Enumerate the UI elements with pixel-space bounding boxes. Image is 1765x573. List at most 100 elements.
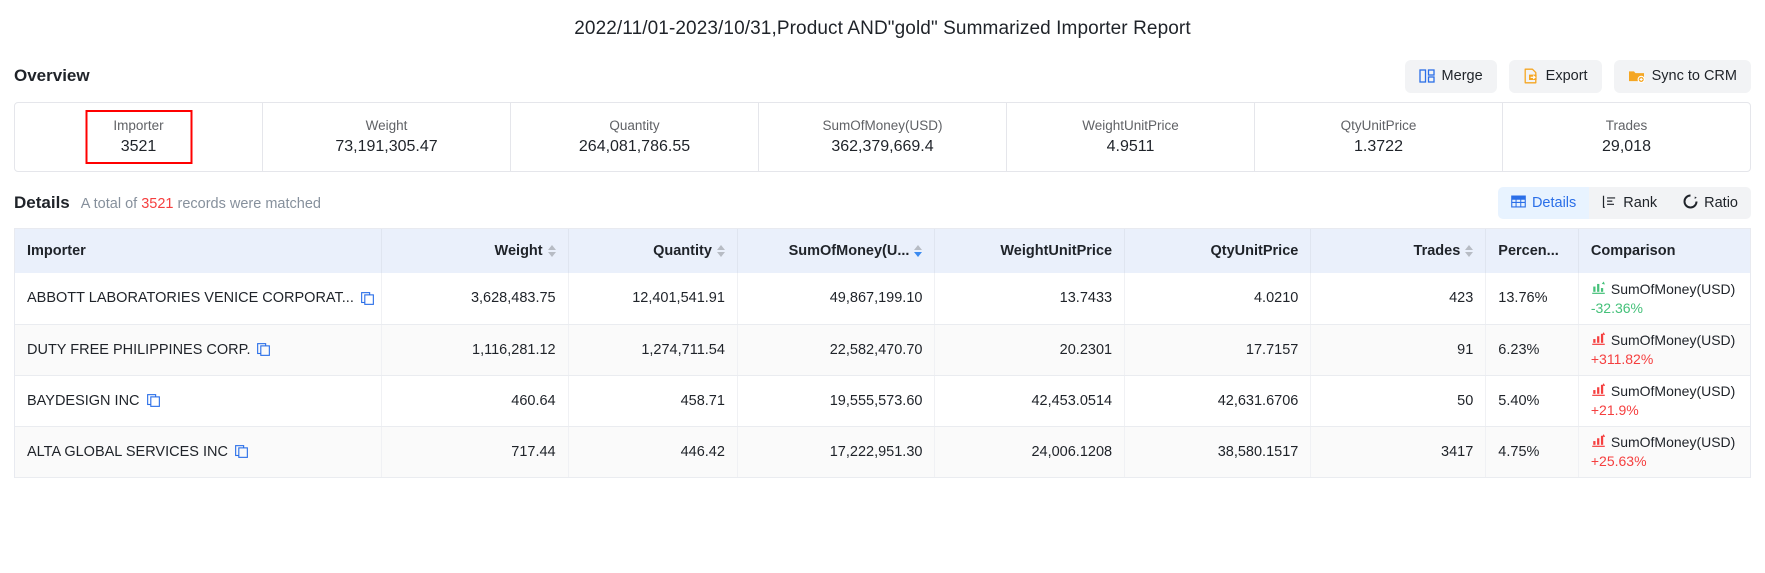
rank-bars-icon [1602, 194, 1617, 213]
copy-icon[interactable] [235, 445, 248, 458]
view-switcher: Details Rank Ratio [1497, 187, 1751, 219]
merge-button[interactable]: Merge [1404, 59, 1497, 93]
comparison-value: +311.82% [1590, 351, 1654, 367]
cell-sum-of-money: 22,582,470.70 [737, 324, 936, 376]
table-row[interactable]: DUTY FREE PHILIPPINES CORP. 1,116,281.12… [15, 324, 1750, 376]
col-label: WeightUnitPrice [1000, 243, 1113, 259]
cell-qty-unit-price: 38,580.1517 [1124, 426, 1312, 478]
tab-ratio-label: Ratio [1704, 195, 1738, 211]
col-comparison[interactable]: Comparison [1578, 229, 1750, 273]
stat-trades: Trades 29,018 [1503, 103, 1750, 171]
table-grid-icon [1511, 194, 1526, 213]
cell-trades: 50 [1310, 375, 1487, 427]
stat-label: WeightUnitPrice [1082, 117, 1179, 133]
col-label: SumOfMoney(U... [788, 243, 910, 259]
table-row[interactable]: ABBOTT LABORATORIES VENICE CORPORAT... 3… [15, 273, 1750, 325]
copy-icon[interactable] [257, 343, 271, 356]
summary-suffix: records were matched [177, 196, 321, 212]
tab-rank[interactable]: Rank [1589, 187, 1671, 219]
col-weight[interactable]: Weight [381, 229, 569, 273]
stat-qty-unit-price: QtyUnitPrice 1.3722 [1255, 103, 1503, 171]
cell-percent: 4.75% [1485, 426, 1579, 478]
cell-weight-unit-price: 13.7433 [934, 273, 1126, 325]
summary-count: 3521 [141, 196, 174, 212]
cell-sum-of-money: 17,222,951.30 [737, 426, 936, 478]
importer-name: ABBOTT LABORATORIES VENICE CORPORAT... [27, 290, 354, 307]
export-icon [1523, 68, 1539, 84]
table-row[interactable]: ALTA GLOBAL SERVICES INC 717.44 446.42 1… [15, 426, 1750, 478]
overview-stats-card: Importer 3521 Weight 73,191,305.47 Quant… [14, 102, 1751, 172]
col-weight-unit-price[interactable]: WeightUnitPrice [934, 229, 1126, 273]
col-importer[interactable]: Importer [15, 229, 383, 273]
export-label: Export [1545, 68, 1588, 84]
cell-weight-unit-price: 42,453.0514 [934, 375, 1126, 427]
cell-comparison: SumOfMoney(USD) -32.36% [1578, 273, 1750, 325]
cell-weight: 717.44 [381, 426, 569, 478]
cell-weight-unit-price: 20.2301 [934, 324, 1126, 376]
col-label: Weight [494, 243, 543, 259]
cell-importer: DUTY FREE PHILIPPINES CORP. [15, 324, 383, 376]
cell-comparison: SumOfMoney(USD) +21.9% [1578, 375, 1750, 427]
comparison-metric: SumOfMoney(USD) [1610, 383, 1736, 399]
cell-quantity: 12,401,541.91 [568, 273, 738, 325]
cell-qty-unit-price: 4.0210 [1124, 273, 1312, 325]
tab-rank-label: Rank [1623, 195, 1658, 211]
cell-sum-of-money: 19,555,573.60 [737, 375, 936, 427]
stat-importer: Importer 3521 [15, 103, 263, 171]
tab-details-label: Details [1531, 195, 1577, 211]
stat-sum-of-money: SumOfMoney(USD) 362,379,669.4 [759, 103, 1007, 171]
tab-ratio[interactable]: Ratio [1670, 187, 1751, 219]
copy-icon[interactable] [146, 394, 160, 407]
col-percent[interactable]: Percen... [1485, 229, 1579, 273]
sync-to-crm-button[interactable]: Sync to CRM [1613, 59, 1751, 93]
sync-to-crm-label: Sync to CRM [1651, 68, 1737, 84]
stat-value: 29,018 [1602, 137, 1651, 155]
stat-label: QtyUnitPrice [1340, 117, 1417, 133]
stat-quantity: Quantity 264,081,786.55 [511, 103, 759, 171]
details-heading: Details [14, 193, 70, 212]
tab-details[interactable]: Details [1497, 187, 1590, 219]
col-label: Trades [1413, 243, 1461, 259]
trend-up-icon [1591, 433, 1606, 452]
col-qty-unit-price[interactable]: QtyUnitPrice [1124, 229, 1312, 273]
cell-importer: BAYDESIGN INC [15, 375, 383, 427]
stat-label: Trades [1605, 117, 1648, 133]
importer-name: ALTA GLOBAL SERVICES INC [27, 443, 228, 460]
sync-to-crm-icon [1628, 68, 1645, 84]
cell-quantity: 1,274,711.54 [568, 324, 738, 376]
table-row[interactable]: BAYDESIGN INC 460.64 458.71 19,555,573.6… [15, 375, 1750, 427]
col-sum-of-money[interactable]: SumOfMoney(U... [737, 229, 936, 273]
details-header: Details A total of 3521 records were mat… [0, 178, 1765, 228]
merge-icon [1418, 68, 1435, 84]
cell-importer: ALTA GLOBAL SERVICES INC [15, 426, 383, 478]
overview-header: Overview Merge [0, 54, 1765, 98]
sort-arrows-icon[interactable] [547, 245, 556, 257]
stat-label: Importer [113, 117, 164, 133]
comparison-metric: SumOfMoney(USD) [1610, 332, 1736, 348]
summary-prefix: A total of [80, 196, 138, 212]
table-body: ABBOTT LABORATORIES VENICE CORPORAT... 3… [15, 273, 1750, 478]
export-button[interactable]: Export [1508, 59, 1602, 93]
copy-icon[interactable] [360, 291, 374, 305]
stat-value: 1.3722 [1354, 137, 1403, 155]
col-quantity[interactable]: Quantity [568, 229, 738, 273]
comparison-value: -32.36% [1590, 299, 1644, 316]
cell-comparison: SumOfMoney(USD) +311.82% [1578, 324, 1750, 376]
sort-arrows-icon[interactable] [914, 245, 923, 257]
cell-percent: 5.40% [1485, 375, 1579, 427]
table-header-row: Importer Weight Quantity [15, 229, 1750, 273]
stat-label: Weight [365, 117, 408, 133]
col-trades[interactable]: Trades [1310, 229, 1487, 273]
sort-arrows-icon[interactable] [1465, 245, 1474, 257]
comparison-metric: SumOfMoney(USD) [1610, 434, 1736, 450]
cell-importer: ABBOTT LABORATORIES VENICE CORPORAT... [15, 273, 383, 325]
cell-qty-unit-price: 42,631.6706 [1124, 375, 1312, 427]
cell-weight: 3,628,483.75 [381, 273, 569, 325]
cell-weight: 1,116,281.12 [381, 324, 569, 376]
col-label: Percen... [1498, 243, 1559, 259]
stat-weight: Weight 73,191,305.47 [263, 103, 511, 171]
sort-arrows-icon[interactable] [716, 245, 725, 257]
trend-down-icon [1591, 280, 1606, 299]
cell-sum-of-money: 49,867,199.10 [737, 273, 936, 325]
